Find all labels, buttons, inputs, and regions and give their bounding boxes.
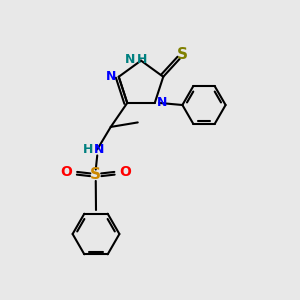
Text: S: S (177, 47, 188, 62)
Text: N: N (157, 96, 167, 110)
Text: N: N (106, 70, 116, 83)
Text: N: N (125, 52, 136, 66)
Text: S: S (90, 167, 101, 182)
Text: O: O (60, 165, 72, 179)
Text: H: H (137, 52, 148, 66)
Text: N: N (94, 143, 104, 156)
Text: O: O (119, 165, 131, 179)
Text: H: H (83, 143, 93, 156)
